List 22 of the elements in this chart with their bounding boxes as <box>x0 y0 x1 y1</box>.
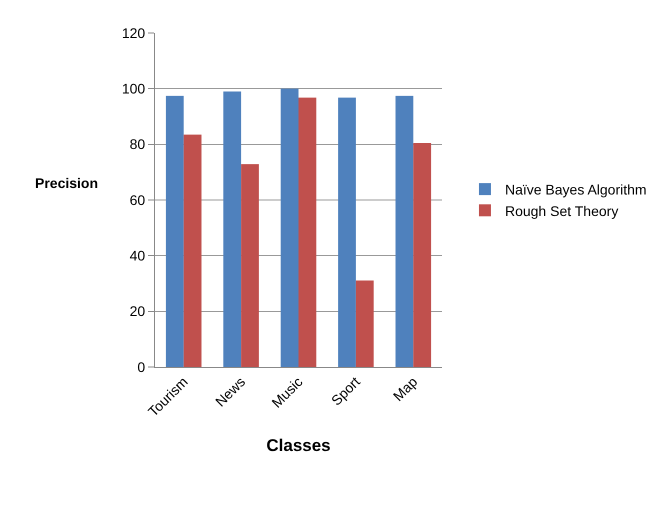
y-tick-label: 120 <box>122 24 146 41</box>
x-axis-title: Classes <box>266 436 331 455</box>
y-axis-title: Precision <box>35 175 98 191</box>
y-tick-label: 40 <box>130 248 146 264</box>
y-tick-label: 100 <box>122 80 146 97</box>
y-tick-label: 0 <box>137 358 146 375</box>
bar <box>356 280 374 367</box>
bar <box>166 96 184 367</box>
bar <box>223 91 242 367</box>
bar <box>184 134 202 367</box>
x-tick-label: Map <box>390 373 421 404</box>
y-tick-label: 80 <box>130 136 146 152</box>
bar <box>396 96 414 367</box>
bar <box>241 164 259 367</box>
y-tick-label: 20 <box>130 303 146 320</box>
legend-label: Rough Set Theory <box>504 202 618 219</box>
bar <box>413 142 432 367</box>
bar <box>338 98 356 367</box>
bar <box>280 88 298 367</box>
bar <box>298 98 316 367</box>
y-tick-label: 60 <box>130 192 146 208</box>
legend-label: Naïve Bayes Algorithm <box>504 182 647 198</box>
